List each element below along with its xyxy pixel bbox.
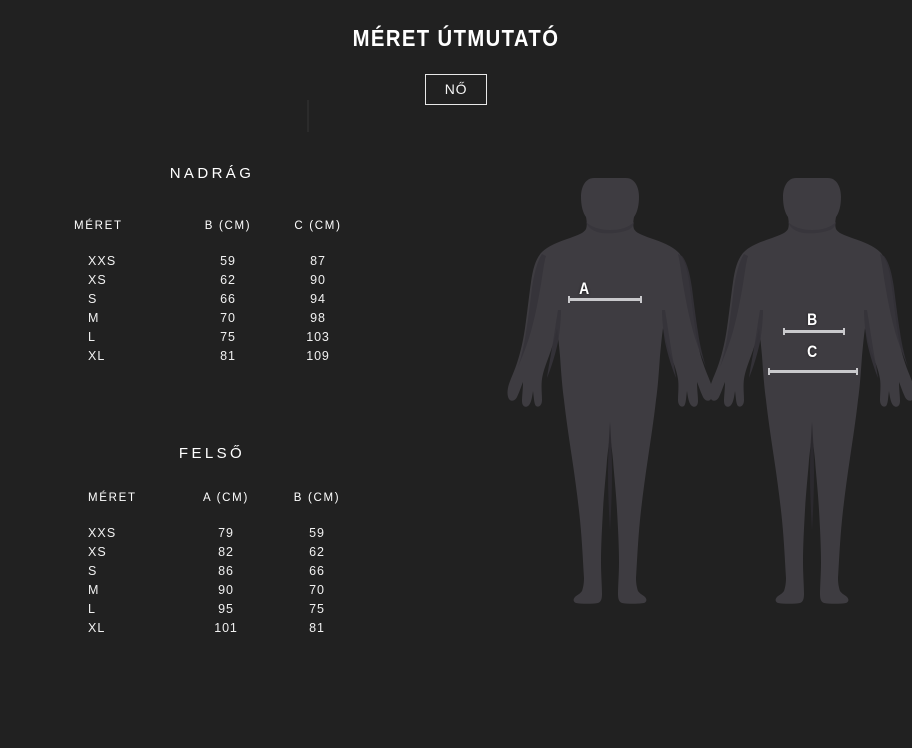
cell-value-c: 94 <box>310 291 326 306</box>
cell-value-b: 62 <box>309 544 325 559</box>
table-row: S 66 94 <box>62 289 362 308</box>
column-header-size: MÉRET <box>74 220 123 232</box>
table-row: M 70 98 <box>62 308 362 327</box>
cell-size: M <box>88 582 100 597</box>
cell-size: XS <box>88 544 107 559</box>
size-table-trousers: MÉRET B (CM) C (CM) XXS 59 87 XS 62 90 <box>62 220 362 365</box>
table-header-row: MÉRET B (CM) C (CM) <box>62 220 362 236</box>
cell-value-c: 98 <box>310 310 326 325</box>
column-header-b-cm: B (CM) <box>293 492 341 504</box>
cell-value-a: 95 <box>218 601 234 616</box>
column-header-a-cm: A (CM) <box>203 492 249 504</box>
right-body-silhouette <box>709 178 912 604</box>
cell-value-a: 101 <box>214 620 238 635</box>
gender-tab-female[interactable]: NŐ <box>424 74 488 105</box>
cell-size: L <box>88 601 97 616</box>
table-row: XXS 59 87 <box>62 251 362 270</box>
column-header-b-cm: B (CM) <box>204 220 252 232</box>
cell-size: M <box>88 310 100 325</box>
table-caption-top: FELSŐ <box>178 445 246 462</box>
table-row: L 75 103 <box>62 327 362 346</box>
cell-value-b: 59 <box>220 253 236 268</box>
table-caption-trousers: NADRÁG <box>169 165 255 182</box>
gender-tab-group: NŐ <box>0 74 912 105</box>
cell-size: S <box>88 291 98 306</box>
measure-line-c <box>768 368 858 375</box>
size-table-top: MÉRET A (CM) B (CM) XXS 79 59 XS 82 62 <box>62 492 362 637</box>
cell-value-a: 90 <box>218 582 234 597</box>
cell-value-b: 81 <box>220 348 236 363</box>
cell-value-a: 82 <box>218 544 234 559</box>
table-header-row: MÉRET A (CM) B (CM) <box>62 492 362 508</box>
table-row: XS 82 62 <box>62 542 362 561</box>
cell-size: XXS <box>88 253 117 268</box>
body-silhouettes-illustration <box>507 178 912 604</box>
left-body-silhouette <box>507 178 713 604</box>
decorative-divider-tick <box>307 100 309 132</box>
cell-size: XS <box>88 272 107 287</box>
table-row: M 90 70 <box>62 580 362 599</box>
cell-value-c: 90 <box>310 272 326 287</box>
measure-label-c: C <box>807 342 818 361</box>
table-row: XL 101 81 <box>62 618 362 637</box>
cell-size: XL <box>88 620 106 635</box>
cell-size: L <box>88 329 97 344</box>
cell-value-c: 103 <box>306 329 330 344</box>
table-row: S 86 66 <box>62 561 362 580</box>
cell-value-c: 109 <box>306 348 330 363</box>
cell-value-a: 79 <box>218 525 234 540</box>
table-block-trousers: NADRÁG MÉRET B (CM) C (CM) XXS 59 87 XS <box>62 165 362 365</box>
table-row: XL 81 109 <box>62 346 362 365</box>
measure-label-a: A <box>579 279 590 298</box>
measure-label-b: B <box>807 310 818 329</box>
cell-size: XL <box>88 348 106 363</box>
measure-line-a <box>568 296 642 303</box>
cell-size: S <box>88 563 98 578</box>
measure-line-b <box>783 328 845 335</box>
cell-value-b: 75 <box>309 601 325 616</box>
cell-value-b: 81 <box>309 620 325 635</box>
column-header-size: MÉRET <box>88 492 137 504</box>
table-block-top: FELSŐ MÉRET A (CM) B (CM) XXS 79 59 XS <box>62 445 362 637</box>
cell-size: XXS <box>88 525 117 540</box>
cell-value-b: 70 <box>220 310 236 325</box>
page-title: MÉRET ÚTMUTATÓ <box>352 25 560 51</box>
cell-value-c: 87 <box>310 253 326 268</box>
table-row: XXS 79 59 <box>62 523 362 542</box>
table-spacer-row <box>62 236 362 251</box>
column-header-c-cm: C (CM) <box>294 220 342 232</box>
table-row: L 95 75 <box>62 599 362 618</box>
cell-value-b: 66 <box>220 291 236 306</box>
cell-value-b: 70 <box>309 582 325 597</box>
table-row: XS 62 90 <box>62 270 362 289</box>
cell-value-b: 75 <box>220 329 236 344</box>
cell-value-b: 66 <box>309 563 325 578</box>
cell-value-b: 59 <box>309 525 325 540</box>
measurement-figures: A B C <box>498 170 912 610</box>
table-spacer-row <box>62 508 362 523</box>
cell-value-b: 62 <box>220 272 236 287</box>
cell-value-a: 86 <box>218 563 234 578</box>
